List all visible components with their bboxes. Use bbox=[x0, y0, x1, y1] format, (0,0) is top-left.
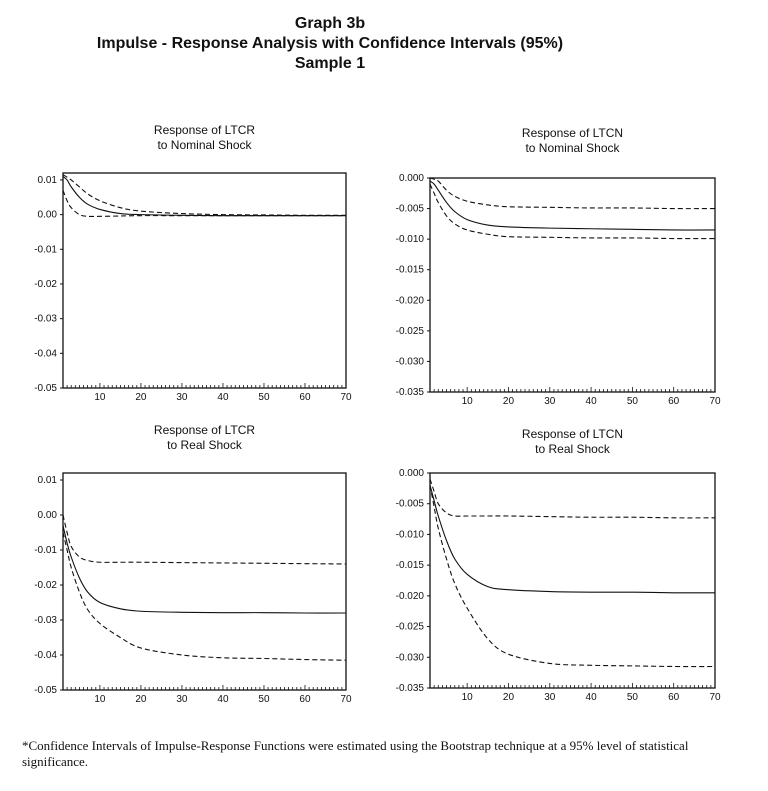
y-tick-label: -0.025 bbox=[396, 326, 425, 337]
x-tick-label: 20 bbox=[503, 692, 515, 703]
x-tick-label: 30 bbox=[176, 694, 188, 705]
x-tick-label: 10 bbox=[462, 692, 474, 703]
x-tick-label: 70 bbox=[340, 392, 352, 403]
x-tick-label: 60 bbox=[668, 692, 680, 703]
x-tick-label: 50 bbox=[627, 692, 639, 703]
x-tick-label: 70 bbox=[709, 396, 721, 407]
y-tick-label: -0.010 bbox=[396, 234, 425, 245]
plot-frame bbox=[62, 472, 347, 691]
y-tick-label: -0.035 bbox=[396, 683, 425, 694]
y-tick-label: -0.015 bbox=[396, 265, 425, 276]
x-tick-label: 10 bbox=[94, 694, 106, 705]
response-line bbox=[429, 180, 716, 231]
chart-title: to Real Shock bbox=[167, 438, 243, 452]
chart-title: Response of LTCN bbox=[522, 126, 623, 140]
x-tick-label: 60 bbox=[668, 396, 680, 407]
y-tick-label: -0.02 bbox=[34, 279, 57, 290]
y-tick-label: -0.025 bbox=[396, 622, 425, 633]
x-tick-label: 20 bbox=[503, 396, 515, 407]
confidence-bound-line bbox=[429, 183, 716, 240]
chart-title: to Nominal Shock bbox=[157, 138, 252, 152]
y-tick-label: -0.005 bbox=[396, 204, 425, 215]
y-tick-label: -0.04 bbox=[34, 348, 57, 359]
y-tick-label: 0.01 bbox=[38, 475, 58, 486]
y-tick-label: -0.03 bbox=[34, 615, 57, 626]
plot-frame bbox=[429, 472, 716, 689]
x-tick-label: 50 bbox=[627, 396, 639, 407]
x-tick-label: 30 bbox=[544, 692, 556, 703]
figure-title-line1: Graph 3b bbox=[295, 15, 365, 32]
response-line bbox=[62, 176, 346, 217]
y-tick-label: 0.000 bbox=[399, 173, 424, 184]
y-tick-label: -0.01 bbox=[34, 244, 57, 255]
x-tick-label: 60 bbox=[299, 694, 311, 705]
y-tick-label: -0.020 bbox=[396, 295, 425, 306]
x-tick-label: 10 bbox=[462, 396, 474, 407]
figure-title-line3: Sample 1 bbox=[295, 55, 365, 72]
chart-title: Response of LTCR bbox=[154, 423, 255, 437]
y-tick-label: -0.05 bbox=[34, 685, 57, 696]
x-tick-label: 70 bbox=[340, 694, 352, 705]
confidence-bound-line bbox=[429, 478, 716, 519]
x-tick-label: 40 bbox=[586, 692, 598, 703]
x-tick-label: 40 bbox=[217, 694, 229, 705]
plot-frame bbox=[429, 177, 716, 393]
y-tick-label: -0.02 bbox=[34, 580, 57, 591]
footnote: *Confidence Intervals of Impulse-Respons… bbox=[22, 738, 689, 769]
y-tick-label: -0.015 bbox=[396, 560, 425, 571]
confidence-bound-line bbox=[429, 177, 716, 210]
x-tick-label: 70 bbox=[709, 692, 721, 703]
y-tick-label: -0.05 bbox=[34, 383, 57, 394]
x-tick-label: 20 bbox=[135, 392, 147, 403]
y-tick-label: -0.020 bbox=[396, 591, 425, 602]
y-tick-label: -0.035 bbox=[396, 387, 425, 398]
x-tick-label: 20 bbox=[135, 694, 147, 705]
x-tick-label: 50 bbox=[258, 694, 270, 705]
confidence-bound-line bbox=[62, 174, 347, 216]
y-tick-label: 0.00 bbox=[38, 210, 58, 221]
y-tick-label: -0.03 bbox=[34, 314, 57, 325]
confidence-bound-line bbox=[429, 485, 716, 668]
x-tick-label: 40 bbox=[217, 392, 229, 403]
plot-frame bbox=[62, 172, 347, 389]
confidence-bound-line bbox=[62, 532, 347, 661]
x-tick-label: 50 bbox=[258, 392, 270, 403]
x-tick-label: 40 bbox=[586, 396, 598, 407]
y-tick-label: -0.030 bbox=[396, 652, 425, 663]
confidence-bound-line bbox=[62, 514, 347, 565]
y-tick-label: -0.01 bbox=[34, 545, 57, 556]
y-tick-label: 0.000 bbox=[399, 468, 424, 479]
y-tick-label: -0.010 bbox=[396, 529, 425, 540]
chart-title: Response of LTCR bbox=[154, 123, 255, 137]
y-tick-label: 0.01 bbox=[38, 175, 58, 186]
response-line bbox=[429, 485, 716, 594]
y-tick-label: 0.00 bbox=[38, 510, 58, 521]
confidence-bound-line bbox=[62, 190, 346, 218]
x-tick-label: 60 bbox=[299, 392, 311, 403]
x-tick-label: 10 bbox=[94, 392, 106, 403]
y-tick-label: -0.005 bbox=[396, 499, 425, 510]
y-tick-label: -0.030 bbox=[396, 356, 425, 367]
chart-title: to Nominal Shock bbox=[525, 141, 620, 155]
figure-title-line2: Impulse - Response Analysis with Confide… bbox=[97, 35, 563, 52]
chart-title: Response of LTCN bbox=[522, 427, 623, 441]
y-tick-label: -0.04 bbox=[34, 650, 57, 661]
chart-title: to Real Shock bbox=[535, 442, 611, 456]
response-line bbox=[62, 525, 347, 614]
x-tick-label: 30 bbox=[544, 396, 556, 407]
x-tick-label: 30 bbox=[176, 392, 188, 403]
